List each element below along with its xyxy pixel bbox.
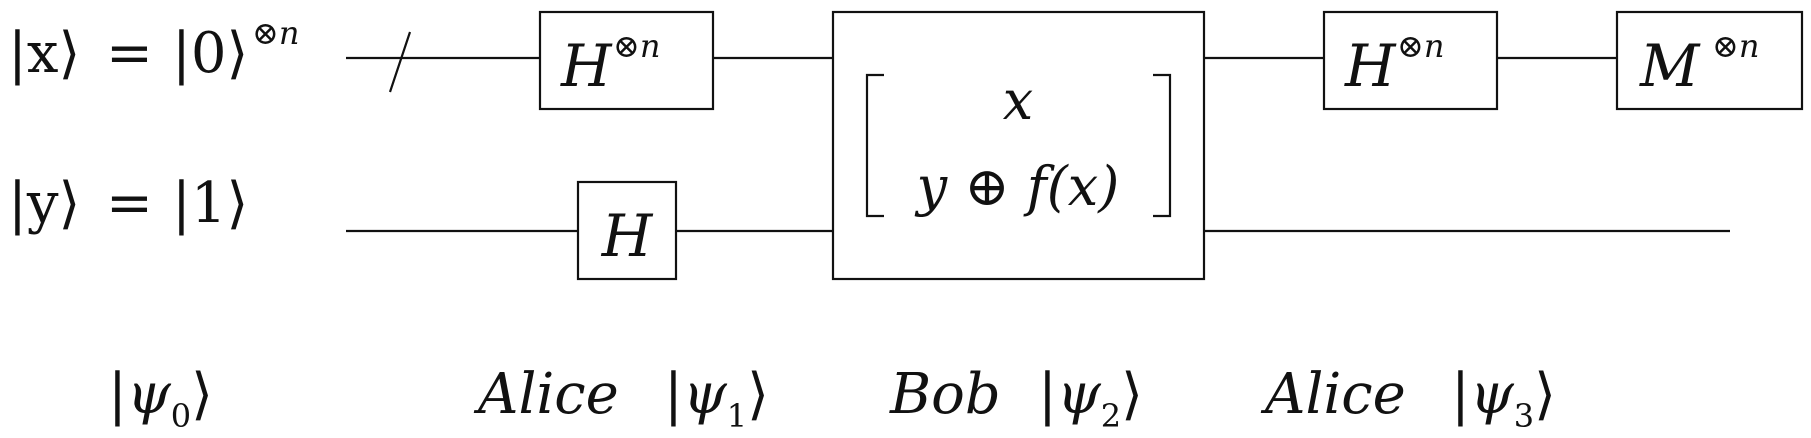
hadamard-n-gate: H ⊗n <box>538 10 715 111</box>
psi3-symbol: ψ <box>1470 362 1515 427</box>
ket-y: |y⟩ <box>8 171 80 236</box>
psi1-symbol: ψ <box>683 362 728 427</box>
left-bracket-icon <box>865 73 884 218</box>
hadamard-n-power: ⊗n <box>613 27 660 65</box>
hadamard-gate: H <box>576 180 678 281</box>
psi0-ket: |ψ0⟩ <box>108 362 213 435</box>
equals-sign-y: = <box>106 171 153 236</box>
psi2-ket: |ψ2⟩ <box>1038 362 1143 435</box>
actor-bob: Bob <box>889 362 1001 427</box>
hadamard-n-gate-box <box>538 10 715 111</box>
hadamard-n-symbol: H <box>560 32 613 100</box>
ket-x: |x⟩ <box>8 21 80 86</box>
ket-zero: |0⟩ <box>172 21 248 86</box>
stage-label-psi1: Alice |ψ1⟩ <box>473 362 769 435</box>
hadamard-n-out-gate: H ⊗n <box>1322 10 1499 111</box>
psi3-index: 3 <box>1514 397 1534 435</box>
psi3-ket: |ψ3⟩ <box>1451 362 1556 435</box>
psi0-index: 0 <box>171 397 191 435</box>
stage-label-psi3: Alice |ψ3⟩ <box>1260 362 1556 435</box>
actor-alice-2: Alice <box>1260 362 1406 427</box>
equals-sign-x: = <box>106 21 153 86</box>
hadamard-symbol: H <box>601 202 654 270</box>
actor-alice-1: Alice <box>473 362 619 427</box>
right-bracket-icon <box>1153 73 1172 218</box>
measurement-symbol: M <box>1639 32 1701 100</box>
oracle-gate-box <box>831 10 1206 281</box>
measurement-power: ⊗n <box>1712 27 1759 65</box>
input-label-y: |y⟩ = |1⟩ <box>8 171 248 236</box>
top-wire <box>346 31 1617 93</box>
psi2-symbol: ψ <box>1057 362 1102 427</box>
hadamard-gate-box <box>576 180 678 281</box>
psi0-symbol: ψ <box>127 362 172 427</box>
tensor-power-n: ⊗n <box>252 14 299 52</box>
measurement-gate: M ⊗n <box>1615 10 1804 111</box>
register-slash-icon <box>388 31 412 93</box>
oracle-row-output: y ⊕ f(x) <box>915 155 1120 218</box>
psi1-index: 1 <box>727 397 747 435</box>
hadamard-n-out-power: ⊗n <box>1397 27 1444 65</box>
measurement-gate-box <box>1615 10 1804 111</box>
input-label-x: |x⟩ = |0⟩ ⊗n <box>8 14 299 86</box>
psi1-ket: |ψ1⟩ <box>664 362 769 435</box>
hadamard-n-out-gate-box <box>1322 10 1499 111</box>
oracle-row-input: x <box>1003 69 1033 132</box>
stage-label-psi0: |ψ0⟩ <box>108 362 213 435</box>
hadamard-n-out-symbol: H <box>1344 32 1397 100</box>
oracle-gate: x y ⊕ f(x) <box>831 10 1206 281</box>
stage-label-psi2: Bob |ψ2⟩ <box>889 362 1143 435</box>
psi2-index: 2 <box>1101 397 1121 435</box>
ket-one: |1⟩ <box>172 171 248 236</box>
